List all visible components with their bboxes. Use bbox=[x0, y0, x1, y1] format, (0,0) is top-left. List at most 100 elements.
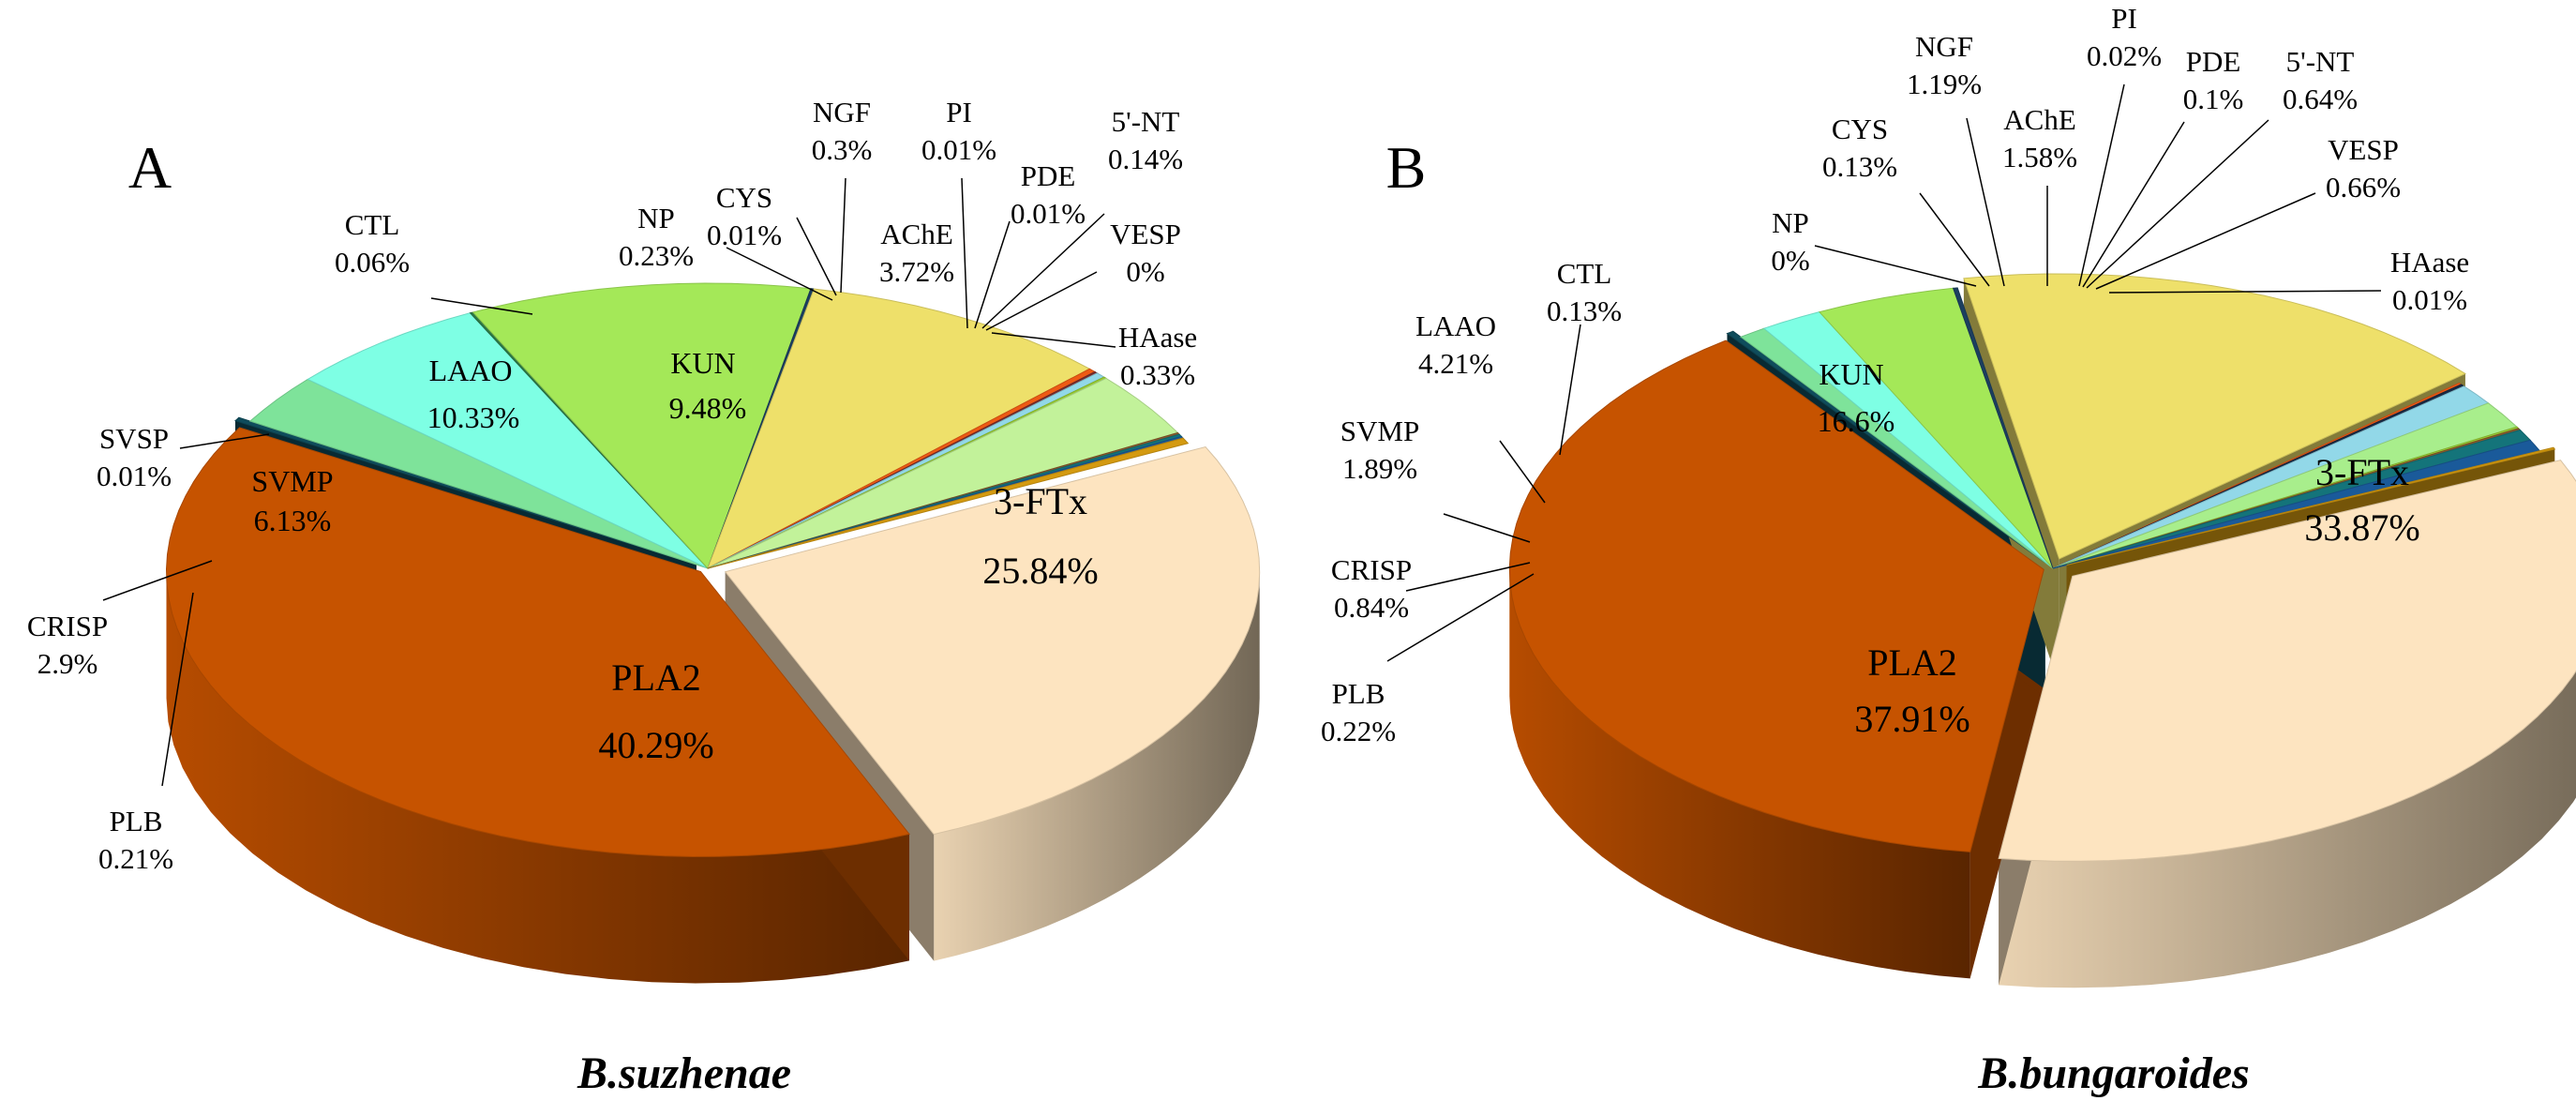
slice-svmp bbox=[307, 312, 709, 569]
slice-label-3-ftx: 3-FTx bbox=[2315, 451, 2409, 493]
slice-label-np: NP bbox=[1772, 206, 1809, 239]
leader-line-np bbox=[726, 247, 833, 301]
slice-label-np: NP bbox=[637, 202, 675, 234]
slice-ctl bbox=[1952, 287, 2054, 569]
slice-label-plb: PLB bbox=[110, 805, 163, 837]
slice-value-np: 0% bbox=[1771, 244, 1809, 277]
leader-line-ngf bbox=[1966, 117, 2005, 287]
slice-label-ache: AChE bbox=[880, 218, 953, 250]
slice-side-pla2 bbox=[166, 571, 909, 984]
slice-label-ngf: NGF bbox=[813, 96, 871, 128]
panel-letter-b: B bbox=[1386, 134, 1427, 201]
slice-laao bbox=[1818, 287, 2054, 569]
slice-value-ctl: 0.06% bbox=[335, 246, 410, 279]
slice-pla2 bbox=[165, 427, 910, 858]
slice-label-ctl: CTL bbox=[345, 208, 400, 241]
slice-label-laao: LAAO bbox=[1415, 309, 1496, 342]
leader-line-pde bbox=[2082, 121, 2185, 288]
pie-b-labels: 3-FTx 33.87% PLA2 37.91% PLB 0.22% CRISP 0.84% S… bbox=[1321, 2, 2469, 747]
slice-label-crisp: CRISP bbox=[27, 610, 108, 642]
slice-value-svsp: 0.01% bbox=[97, 460, 172, 492]
slice-label-pde: PDE bbox=[1021, 159, 1076, 192]
pie-chart-a: 3-FTx 25.84% PLA2 40.29% PLB 0.21% CRISP 2.9% SV… bbox=[27, 96, 1261, 1098]
slice-value-3-ftx: 25.84% bbox=[982, 550, 1098, 592]
pie-a-labels: 3-FTx 25.84% PLA2 40.29% PLB 0.21% CRISP 2.9% SV… bbox=[27, 96, 1197, 875]
slice-value-cys: 0.01% bbox=[707, 219, 782, 251]
slice-value-kun: 9.48% bbox=[669, 391, 747, 425]
panel-letter-a: A bbox=[128, 134, 172, 201]
slice-label-5-nt: 5'-NT bbox=[1112, 105, 1180, 138]
slice-value-ngf: 0.3% bbox=[812, 133, 873, 166]
leader-line-plb bbox=[161, 592, 194, 787]
species-caption-b: B.bungaroides bbox=[1977, 1048, 2249, 1098]
slice-side-pla2 bbox=[1509, 569, 1970, 979]
slice-value-crisp: 2.9% bbox=[37, 647, 98, 680]
slice-value-svmp: 1.89% bbox=[1342, 452, 1417, 485]
slice-value-svmp: 6.13% bbox=[254, 504, 332, 537]
slice-value-pla2: 37.91% bbox=[1854, 698, 1969, 740]
slice-value-vesp: 0.66% bbox=[2326, 171, 2401, 204]
slice-side-3-ftx bbox=[934, 571, 1260, 961]
slice-label-pla2: PLA2 bbox=[1867, 641, 1957, 684]
slice-value-haase: 0.33% bbox=[1120, 358, 1195, 391]
slice-label-plb: PLB bbox=[1332, 677, 1385, 710]
leader-line-5-nt bbox=[2086, 119, 2269, 289]
slice-3-ftx bbox=[1998, 460, 2576, 862]
slice-value-plb: 0.21% bbox=[98, 842, 173, 875]
slice-value-pi: 0.02% bbox=[2087, 39, 2162, 72]
slice-value-pla2: 40.29% bbox=[598, 724, 713, 766]
slice-label-pde: PDE bbox=[2186, 45, 2241, 78]
slice-value-laao: 4.21% bbox=[1418, 347, 1493, 380]
slice-label-pi: PI bbox=[2111, 2, 2137, 35]
slice-value-5-nt: 0.64% bbox=[2283, 83, 2358, 115]
slice-label-vesp: VESP bbox=[1110, 218, 1181, 250]
slice-value-pi: 0.01% bbox=[921, 133, 996, 166]
slice-label-ctl: CTL bbox=[1557, 257, 1612, 290]
slice-label-pla2: PLA2 bbox=[611, 656, 701, 699]
slice-pla2 bbox=[1508, 339, 2044, 852]
slice-haase bbox=[707, 437, 1190, 569]
slice-value-ctl: 0.13% bbox=[1547, 294, 1622, 327]
leader-line-np bbox=[1814, 245, 1977, 287]
slice-label-laao: LAAO bbox=[429, 354, 513, 387]
slice-haase bbox=[2066, 446, 2556, 566]
slice-value-kun: 16.6% bbox=[1818, 404, 1895, 438]
slice-value-crisp: 0.84% bbox=[1334, 591, 1409, 624]
slice-label-cys: CYS bbox=[716, 181, 772, 214]
slice-label-svmp: SVMP bbox=[251, 464, 333, 498]
slice-value-5-nt: 0.14% bbox=[1108, 143, 1183, 175]
slice-label-ngf: NGF bbox=[1915, 30, 1973, 63]
slice-value-np: 0.23% bbox=[619, 239, 694, 272]
slice-value-vesp: 0% bbox=[1126, 255, 1164, 288]
leader-line-svsp bbox=[179, 433, 270, 449]
leader-line-cys bbox=[1919, 192, 1990, 287]
slice-value-pde: 0.01% bbox=[1011, 197, 1086, 230]
slice-label-5-nt: 5'-NT bbox=[2286, 45, 2355, 78]
slice-label-haase: HAase bbox=[2390, 246, 2469, 279]
leader-line-crisp bbox=[1405, 562, 1531, 592]
leader-line-cys bbox=[796, 217, 837, 296]
leader-line-pi bbox=[961, 177, 968, 329]
species-caption-a: B.suzhenae bbox=[577, 1048, 791, 1098]
leader-line-haase bbox=[2108, 290, 2382, 294]
slice-label-pi: PI bbox=[946, 96, 972, 128]
slice-label-haase: HAase bbox=[1118, 321, 1197, 354]
leader-line-vesp bbox=[2095, 192, 2316, 290]
slice-label-3-ftx: 3-FTx bbox=[994, 480, 1087, 522]
leader-line-crisp bbox=[102, 560, 213, 601]
slice-kun bbox=[707, 288, 1091, 570]
leader-line-pi bbox=[2078, 83, 2125, 287]
pie-a-tops bbox=[165, 282, 1261, 858]
pie-chart-b: 3-FTx 33.87% PLA2 37.91% PLB 0.22% CRISP 0.84% S… bbox=[1321, 2, 2576, 1098]
slice-label-crisp: CRISP bbox=[1331, 553, 1412, 586]
slice-value-3-ftx: 33.87% bbox=[2304, 506, 2419, 549]
slice-label-svmp: SVMP bbox=[1340, 415, 1419, 447]
slice-value-haase: 0.01% bbox=[2392, 283, 2467, 316]
leader-line-vesp bbox=[985, 271, 1098, 331]
leader-line-ctl bbox=[430, 297, 533, 315]
leader-line-pde bbox=[974, 220, 1011, 329]
slice-kun bbox=[1963, 273, 2466, 560]
leader-line-svmp bbox=[1443, 513, 1531, 543]
slice-label-ache: AChE bbox=[2003, 103, 2076, 136]
slice-ache bbox=[707, 377, 1179, 569]
